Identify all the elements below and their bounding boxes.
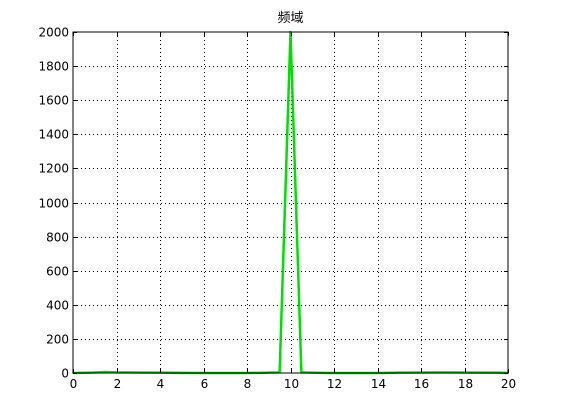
y-tick-label: 1200	[38, 162, 69, 176]
x-tick-label: 12	[327, 377, 342, 391]
y-tick-label: 2000	[38, 26, 69, 40]
x-tick-labels: 0 2 4 6 8 10 12 14 16 18 20	[70, 377, 516, 391]
y-tick-label: 400	[46, 299, 69, 313]
plot-area-background	[73, 32, 508, 373]
grid-lines	[73, 32, 508, 373]
y-tick-label: 1000	[38, 197, 69, 211]
y-tick-label: 600	[46, 265, 69, 279]
y-tick-label: 0	[61, 367, 69, 381]
y-tick-label: 800	[46, 231, 69, 245]
data-point	[104, 371, 107, 373]
ticks	[73, 32, 509, 374]
y-tick-label: 1600	[38, 94, 69, 108]
x-tick-label: 20	[501, 377, 516, 391]
x-tick-label: 16	[414, 377, 429, 391]
y-tick-labels: 0 200 400 600 800 1000 1200 1400 1600 1800 2000	[38, 26, 69, 381]
x-tick-label: 10	[284, 377, 299, 391]
x-tick-label: 8	[244, 377, 252, 391]
x-tick-label: 4	[157, 377, 165, 391]
x-tick-label: 2	[114, 377, 122, 391]
plot-area-border	[72, 31, 509, 374]
x-tick-label: 6	[201, 377, 209, 391]
y-tick-label: 1400	[38, 128, 69, 142]
y-tick-label: 200	[46, 333, 69, 347]
x-tick-label: 0	[70, 377, 78, 391]
x-tick-label: 14	[371, 377, 386, 391]
y-tick-label: 1800	[38, 60, 69, 74]
chart-title: 频域	[277, 11, 303, 26]
x-tick-label: 18	[458, 377, 473, 391]
